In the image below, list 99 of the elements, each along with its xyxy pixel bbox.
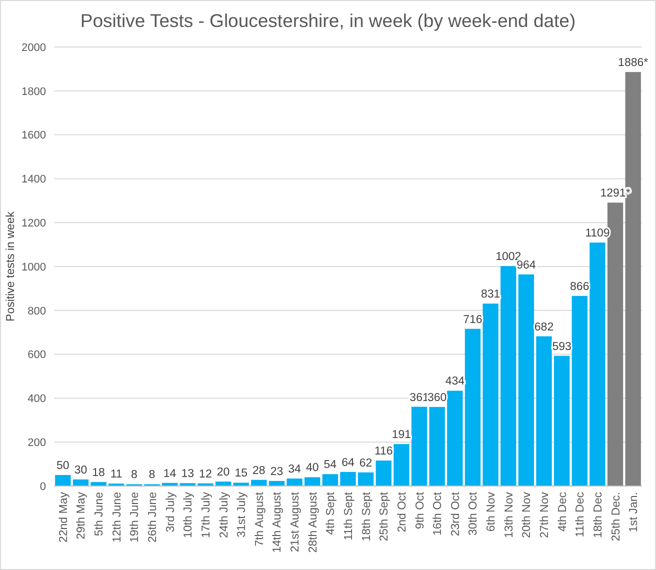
data-label: 191 — [392, 429, 412, 442]
data-label: 64 — [342, 456, 355, 469]
bar — [72, 479, 89, 486]
data-label: 11 — [110, 468, 122, 481]
x-tick-label: 25th Dec. — [610, 492, 622, 542]
x-tick-label: 2nd Oct — [396, 491, 408, 532]
data-label: 8 — [148, 469, 156, 482]
data-label: 964 — [516, 259, 536, 272]
x-tick-label: 9th Oct — [414, 491, 426, 530]
y-tick-label: 1000 — [22, 261, 46, 274]
bar — [90, 482, 106, 486]
x-tick-label: 20th Nov — [521, 492, 534, 538]
data-label: 116 — [374, 446, 393, 458]
x-tick-label: 5th June — [94, 492, 106, 536]
data-label: 13 — [181, 468, 194, 480]
x-tick-label: 1st Jan. — [628, 492, 640, 532]
x-tick-label: 30th Oct — [468, 491, 480, 536]
x-tick-label: 31st July — [236, 492, 248, 538]
y-tick-label: 1400 — [22, 174, 46, 186]
y-tick-label: 400 — [28, 393, 46, 406]
y-tick-label: 0 — [40, 480, 46, 493]
data-label: 360 — [427, 392, 447, 404]
bar — [429, 406, 445, 486]
bar — [376, 460, 392, 486]
y-tick-label: 1600 — [22, 130, 46, 142]
bar — [518, 274, 534, 486]
data-label: 50 — [56, 460, 70, 472]
bar — [233, 482, 249, 486]
data-label: 593 — [552, 340, 572, 353]
x-tick-label: 12th June — [111, 492, 124, 543]
data-label: 40 — [306, 462, 319, 474]
x-tick-label: 18th Dec — [592, 492, 604, 538]
data-label: 14 — [163, 468, 177, 480]
x-tick-label: 22nd May — [58, 492, 70, 543]
data-label: 1886* — [618, 57, 649, 70]
x-tick-label: 19th June — [129, 492, 142, 543]
bar — [55, 475, 71, 486]
y-axis-title: Positive tests in week — [5, 211, 17, 322]
data-label: 8 — [130, 469, 138, 482]
bar — [572, 296, 588, 486]
data-label: 30 — [74, 464, 88, 476]
bar — [215, 482, 232, 486]
x-tick-label: 17th July — [200, 492, 212, 538]
x-tick-label: 13th Nov — [503, 492, 516, 538]
bar — [500, 266, 516, 486]
x-tick-label: 18th Sept — [360, 491, 373, 542]
x-tick-label: 26th June — [147, 492, 159, 543]
bar — [394, 444, 410, 486]
data-label: 12 — [199, 468, 212, 480]
x-tick-label: 6th Nov — [486, 492, 498, 532]
x-tick-label: 21st August — [290, 491, 302, 552]
y-tick-label: 600 — [28, 349, 46, 362]
bar — [358, 472, 374, 486]
bar — [590, 242, 606, 486]
data-label: 62 — [359, 457, 372, 470]
x-tick-label: 4th Dec — [556, 492, 569, 532]
data-label: 361 — [410, 392, 429, 404]
bar — [482, 304, 498, 486]
x-tick-label: 29th May — [76, 492, 88, 540]
chart-title: Positive Tests - Gloucestershire, in week (by week-end date) — [80, 10, 576, 31]
bar — [322, 474, 338, 486]
x-tick-label: 14th August — [272, 491, 284, 553]
x-tick-label: 24th July — [218, 492, 230, 538]
data-label: 682 — [534, 321, 554, 334]
data-label: 716 — [463, 314, 482, 326]
data-label: 15 — [234, 468, 248, 480]
bar — [554, 356, 570, 486]
bar — [447, 390, 463, 486]
x-tick-label: 23rd Oct — [450, 491, 462, 536]
data-label: 831 — [480, 288, 500, 301]
x-tick-label: 11th Sept — [343, 491, 355, 540]
x-tick-label: 27th Nov — [539, 492, 551, 538]
y-tick-label: 800 — [28, 305, 46, 318]
data-label: 34 — [288, 464, 302, 476]
x-tick-label: 7th August — [254, 491, 266, 546]
x-tick-label: 16th Oct — [432, 491, 444, 536]
x-tick-label: 3rd July — [164, 492, 177, 532]
bar — [304, 477, 320, 486]
data-label: 866 — [570, 280, 590, 293]
bar — [411, 406, 428, 486]
data-label: 18 — [92, 467, 105, 480]
y-tick-label: 2000 — [22, 42, 46, 54]
data-label: 434 — [445, 376, 466, 388]
x-tick-label: 11th Dec — [574, 492, 587, 538]
bar — [340, 472, 356, 486]
bar — [286, 478, 302, 486]
x-tick-label: 4th Sept — [325, 491, 338, 535]
data-label: 28 — [252, 464, 266, 477]
bar — [464, 328, 481, 486]
y-tick-label: 1200 — [22, 217, 46, 230]
x-tick-label: 25th Sept — [378, 491, 391, 542]
data-label: 20 — [216, 466, 230, 479]
y-tick-label: 1800 — [22, 86, 46, 98]
bar — [536, 336, 552, 486]
y-tick-label: 200 — [28, 436, 46, 449]
x-tick-label: 28th August — [307, 491, 320, 553]
data-label: 54 — [324, 459, 338, 472]
x-tick-label: 10th July — [182, 492, 195, 538]
data-label: 23 — [270, 466, 284, 478]
